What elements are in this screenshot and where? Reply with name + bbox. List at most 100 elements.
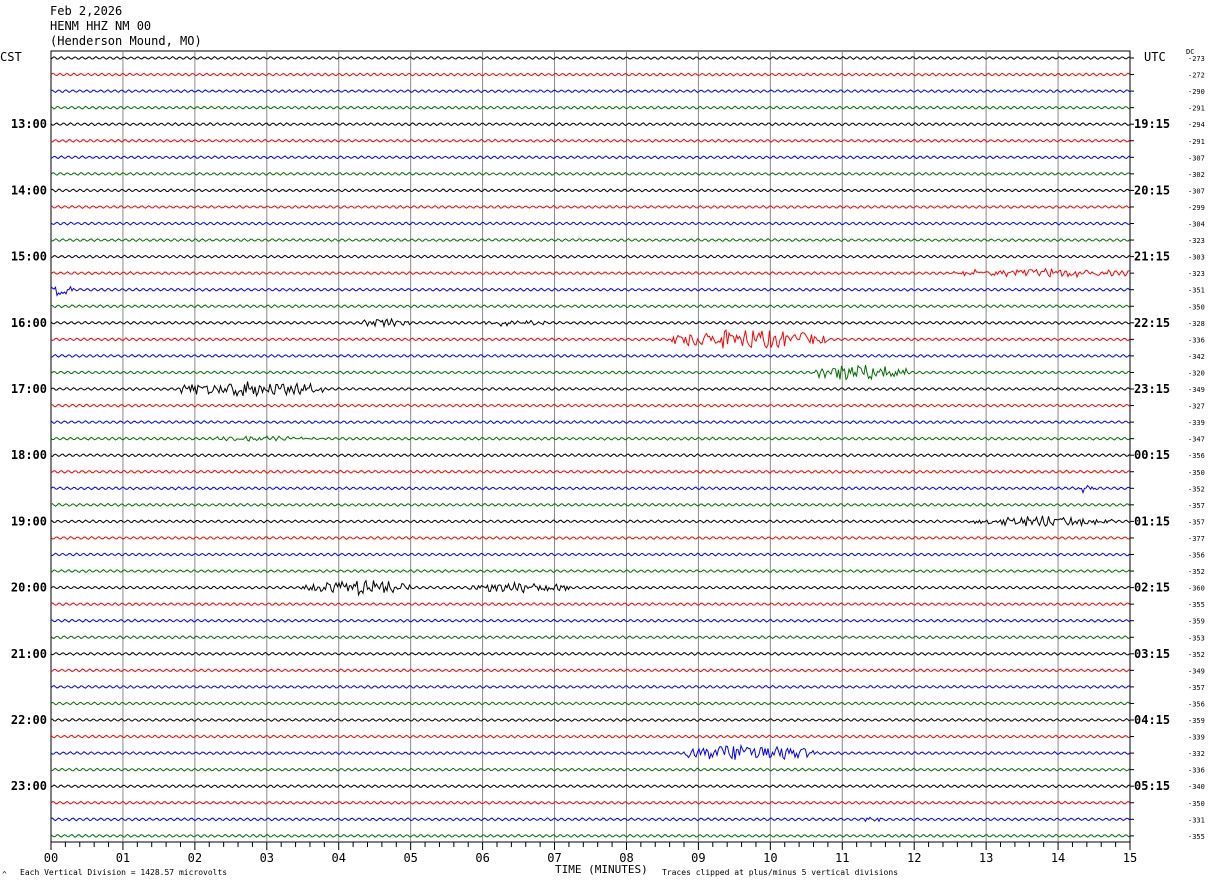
x-tick-label: 00 xyxy=(44,851,58,865)
seismic-trace xyxy=(50,833,1130,838)
x-tick-label: 10 xyxy=(763,851,777,865)
x-tick-label: 06 xyxy=(475,851,489,865)
header-location: (Henderson Mound, MO) xyxy=(50,34,202,48)
dc-offset-label: -320 xyxy=(1188,369,1205,377)
seismic-trace xyxy=(50,701,1130,706)
seismic-trace xyxy=(50,743,1130,761)
utc-time-label: 04:15 xyxy=(1134,713,1170,727)
dc-offset-label: -352 xyxy=(1188,651,1205,659)
seismic-trace xyxy=(51,89,1130,94)
seismic-trace xyxy=(50,602,1130,607)
utc-time-label: 02:15 xyxy=(1134,581,1170,595)
utc-time-label: 01:15 xyxy=(1134,514,1170,528)
dc-offset-label: -339 xyxy=(1188,419,1205,427)
cst-time-label: 22:00 xyxy=(11,713,47,727)
x-tick-label: 15 xyxy=(1123,851,1137,865)
seismic-trace xyxy=(50,651,1130,656)
seismic-trace xyxy=(50,237,1130,243)
dc-offset-label: -323 xyxy=(1188,270,1205,278)
seismic-trace xyxy=(50,784,1130,789)
dc-offset-label: -359 xyxy=(1188,618,1205,626)
seismic-trace xyxy=(50,816,1130,823)
utc-axis-label: UTC xyxy=(1144,50,1166,64)
seismic-trace xyxy=(50,684,1130,689)
seismic-trace xyxy=(50,635,1130,640)
cst-time-label: 19:00 xyxy=(11,514,47,528)
seismic-trace xyxy=(50,122,1130,127)
cst-time-label: 20:00 xyxy=(11,581,47,595)
utc-time-label: 23:15 xyxy=(1134,382,1170,396)
seismic-trace xyxy=(50,579,1130,597)
seismic-trace xyxy=(50,267,1130,279)
dc-offset-label: -357 xyxy=(1188,502,1205,510)
seismic-trace xyxy=(50,105,1130,110)
x-tick-label: 02 xyxy=(188,851,202,865)
x-tick-label: 09 xyxy=(691,851,705,865)
dc-offset-label: -302 xyxy=(1188,171,1205,179)
seismic-trace xyxy=(50,254,1130,259)
cst-time-label: 18:00 xyxy=(11,448,47,462)
seismic-trace xyxy=(50,304,1130,309)
dc-offset-label: -294 xyxy=(1188,121,1205,129)
seismic-trace xyxy=(50,188,1130,193)
seismic-trace xyxy=(50,317,1130,329)
cst-time-label: 17:00 xyxy=(11,382,47,396)
utc-time-label: 22:15 xyxy=(1134,316,1170,330)
x-tick-label: 07 xyxy=(547,851,561,865)
seismic-trace xyxy=(50,767,1130,772)
cst-time-label: 23:00 xyxy=(11,779,47,793)
seismic-trace xyxy=(50,453,1130,458)
dc-offset-label: -359 xyxy=(1188,717,1205,725)
header-station: HENM HHZ NM 00 xyxy=(50,19,152,33)
dc-offset-label: -272 xyxy=(1188,72,1205,80)
dc-offset-label: -353 xyxy=(1188,634,1205,642)
seismic-trace xyxy=(50,155,1130,160)
dc-offset-label: -307 xyxy=(1188,187,1205,195)
dc-offset-label: -357 xyxy=(1188,518,1205,526)
seismic-trace xyxy=(50,552,1130,557)
dc-offset-label: -350 xyxy=(1188,469,1205,477)
seismic-trace xyxy=(50,138,1130,143)
dc-offset-label: -357 xyxy=(1188,684,1205,692)
seismic-trace xyxy=(50,502,1130,507)
seismic-trace xyxy=(50,204,1130,210)
x-tick-label: 11 xyxy=(835,851,849,865)
seismic-trace xyxy=(50,435,1130,442)
dc-offset-label: -340 xyxy=(1188,783,1205,791)
seismic-trace xyxy=(50,515,1130,528)
cst-time-label: 15:00 xyxy=(11,250,47,264)
dc-offset-label: -331 xyxy=(1188,816,1205,824)
footer-mark: ^ xyxy=(2,870,7,879)
cst-axis-label: CST xyxy=(0,50,22,64)
cst-time-label: 21:00 xyxy=(11,647,47,661)
cst-time-label: 13:00 xyxy=(11,117,47,131)
dc-offset-label: -327 xyxy=(1188,403,1205,411)
seismic-trace xyxy=(50,717,1130,723)
dc-offset-label: -307 xyxy=(1188,154,1205,162)
seismic-trace xyxy=(50,171,1130,176)
dc-offset-label: -355 xyxy=(1188,601,1205,609)
utc-time-label: 21:15 xyxy=(1134,250,1170,264)
clip-note: Traces clipped at plus/minus 5 vertical … xyxy=(662,868,899,877)
dc-offset-label: -328 xyxy=(1188,320,1205,328)
dc-offset-label: -304 xyxy=(1188,221,1205,229)
dc-offset-label: -377 xyxy=(1188,535,1205,543)
x-axis-title: TIME (MINUTES) xyxy=(555,863,648,876)
dc-offset-label: -351 xyxy=(1188,287,1205,295)
utc-time-label: 20:15 xyxy=(1134,183,1170,197)
seismic-trace xyxy=(50,469,1130,474)
dc-offset-label: -336 xyxy=(1188,767,1205,775)
dc-offset-label: -339 xyxy=(1188,734,1205,742)
x-tick-label: 03 xyxy=(260,851,274,865)
dc-offset-label: -332 xyxy=(1188,750,1205,758)
x-tick-label: 04 xyxy=(332,851,346,865)
seismic-trace xyxy=(50,364,1130,381)
seismic-trace xyxy=(50,618,1130,623)
dc-offset-label: -323 xyxy=(1188,237,1205,245)
x-tick-label: 08 xyxy=(619,851,633,865)
x-tick-label: 05 xyxy=(403,851,417,865)
cst-time-label: 16:00 xyxy=(11,316,47,330)
dc-offset-label: -290 xyxy=(1188,88,1205,96)
dc-offset-label: -336 xyxy=(1188,336,1205,344)
